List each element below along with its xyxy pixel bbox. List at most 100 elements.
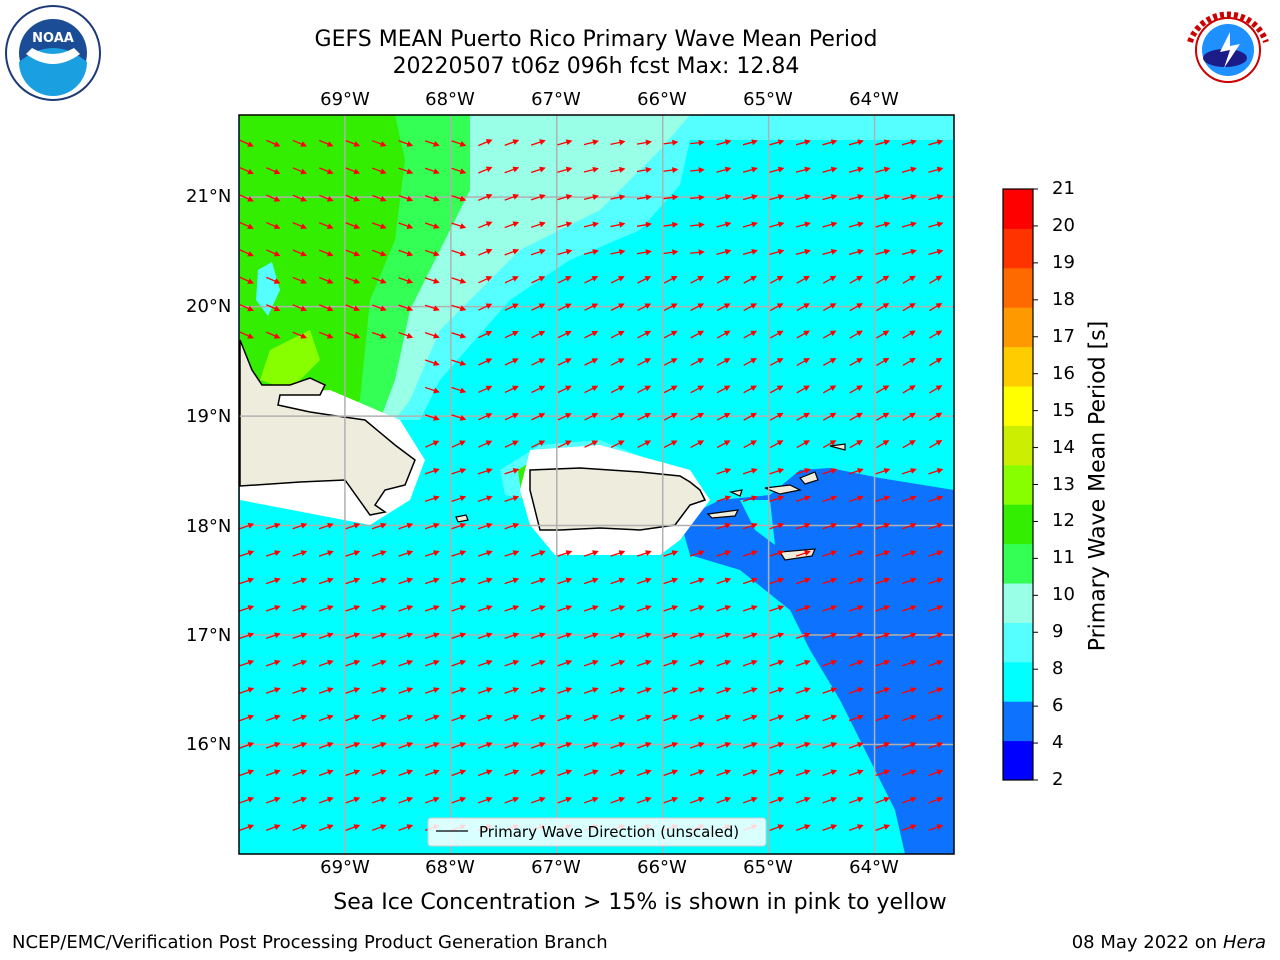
wave-direction-arrow bbox=[239, 742, 255, 749]
wave-direction-arrow bbox=[663, 167, 679, 174]
wave-direction-arrow bbox=[822, 275, 837, 284]
wave-direction-arrow bbox=[849, 412, 863, 421]
period-fill-12-13 bbox=[260, 330, 320, 390]
wave-direction-arrow bbox=[451, 522, 467, 530]
wave-direction-arrow bbox=[822, 714, 838, 722]
wave-direction-arrow bbox=[239, 659, 255, 667]
wave-direction-arrow bbox=[478, 276, 493, 284]
wave-direction-arrow bbox=[610, 139, 626, 146]
wave-direction-arrow bbox=[557, 440, 572, 448]
wave-direction-arrow bbox=[292, 522, 308, 530]
wave-direction-arrow bbox=[795, 659, 811, 667]
wave-direction-arrow bbox=[769, 495, 785, 502]
wave-direction-arrow bbox=[742, 742, 758, 749]
wave-direction-arrow bbox=[345, 714, 361, 722]
wave-direction-arrow bbox=[345, 194, 361, 202]
wave-direction-arrow bbox=[557, 303, 572, 311]
wave-direction-arrow bbox=[583, 221, 599, 228]
wave-direction-arrow bbox=[689, 769, 705, 777]
wave-direction-arrow bbox=[583, 659, 599, 667]
wave-direction-arrow bbox=[531, 440, 546, 448]
wave-direction-arrow bbox=[902, 385, 916, 394]
wave-direction-arrow bbox=[928, 796, 944, 804]
wave-direction-arrow bbox=[398, 605, 414, 612]
wave-direction-arrow bbox=[928, 166, 944, 173]
wave-direction-arrow bbox=[610, 659, 626, 667]
wave-direction-arrow bbox=[663, 714, 679, 722]
wave-direction-arrow bbox=[345, 304, 361, 312]
wave-direction-arrow bbox=[530, 194, 546, 201]
wave-direction-arrow bbox=[292, 796, 308, 804]
wave-direction-arrow bbox=[742, 632, 758, 640]
wave-direction-arrow bbox=[398, 331, 414, 339]
wave-direction-arrow bbox=[636, 659, 652, 667]
wave-direction-arrows bbox=[239, 139, 944, 831]
wave-direction-arrow bbox=[902, 330, 916, 339]
wave-direction-arrow bbox=[531, 330, 546, 339]
wave-direction-arrow bbox=[795, 139, 811, 146]
wave-direction-arrow bbox=[371, 194, 387, 202]
wave-direction-arrow bbox=[796, 385, 810, 394]
wave-direction-arrow bbox=[398, 742, 414, 749]
wave-direction-arrow bbox=[848, 769, 864, 777]
wave-direction-arrow bbox=[265, 659, 281, 667]
wave-direction-arrow bbox=[398, 222, 414, 229]
wave-direction-arrow bbox=[848, 632, 864, 640]
wave-direction-arrow bbox=[928, 714, 944, 722]
wave-direction-arrow bbox=[849, 440, 863, 449]
wave-direction-arrow bbox=[557, 358, 572, 366]
wave-direction-arrow bbox=[557, 276, 572, 284]
wave-direction-arrow bbox=[795, 468, 811, 475]
wave-direction-arrow bbox=[266, 249, 281, 257]
wave-direction-arrow bbox=[796, 330, 810, 339]
wave-direction-arrow bbox=[318, 550, 334, 557]
wave-direction-arrow bbox=[901, 550, 917, 557]
wave-direction-arrow bbox=[742, 769, 758, 777]
lon-tick-bottom: 69°W bbox=[320, 857, 370, 878]
wave-direction-arrow bbox=[345, 139, 361, 147]
wave-direction-arrow bbox=[796, 412, 810, 421]
wave-direction-arrow bbox=[557, 194, 573, 201]
wave-direction-arrow bbox=[769, 796, 785, 804]
wave-direction-arrow bbox=[716, 577, 732, 585]
wave-direction-arrow bbox=[557, 550, 573, 557]
wave-direction-arrow bbox=[478, 413, 493, 421]
wave-direction-arrow bbox=[557, 221, 573, 228]
wave-direction-arrow bbox=[531, 413, 546, 421]
wave-direction-arrow bbox=[716, 275, 731, 284]
wave-direction-arrow bbox=[424, 495, 440, 502]
colorbar-tick-label: 13 bbox=[1052, 473, 1075, 495]
wave-direction-arrow bbox=[319, 139, 334, 147]
wave-direction-arrow bbox=[901, 248, 917, 256]
colorbar-segment bbox=[1003, 189, 1033, 229]
wave-direction-arrow bbox=[610, 769, 626, 777]
wave-direction-arrow bbox=[451, 414, 467, 421]
wave-direction-arrow bbox=[876, 303, 890, 312]
wave-direction-arrow bbox=[610, 385, 625, 394]
wave-direction-arrow bbox=[875, 605, 891, 612]
wave-direction-arrow bbox=[530, 742, 546, 749]
wave-direction-arrow bbox=[398, 769, 414, 777]
wave-direction-arrow bbox=[424, 632, 440, 640]
wave-direction-arrow bbox=[584, 276, 599, 284]
wave-direction-arrow bbox=[504, 468, 520, 475]
wave-direction-arrow bbox=[371, 249, 387, 257]
wave-direction-arrow bbox=[769, 742, 785, 749]
wave-direction-arrow bbox=[902, 357, 916, 367]
wave-direction-arrow bbox=[742, 221, 758, 228]
colorbar-tick-label: 4 bbox=[1052, 732, 1064, 754]
wave-direction-arrow bbox=[769, 522, 785, 530]
wave-direction-arrow bbox=[876, 275, 890, 284]
wave-direction-arrow bbox=[901, 632, 917, 640]
wave-direction-arrow bbox=[689, 605, 705, 612]
wave-direction-arrow bbox=[690, 330, 705, 339]
wave-direction-arrow bbox=[345, 331, 361, 339]
wave-direction-arrow bbox=[928, 550, 944, 557]
wave-direction-arrow bbox=[928, 659, 944, 667]
colorbar-segment bbox=[1003, 622, 1033, 663]
wave-direction-arrow bbox=[345, 687, 361, 694]
wave-direction-arrow bbox=[822, 495, 838, 502]
wave-direction-arrow bbox=[769, 659, 785, 667]
wave-direction-arrow bbox=[583, 577, 599, 585]
wave-direction-arrow bbox=[848, 824, 864, 831]
